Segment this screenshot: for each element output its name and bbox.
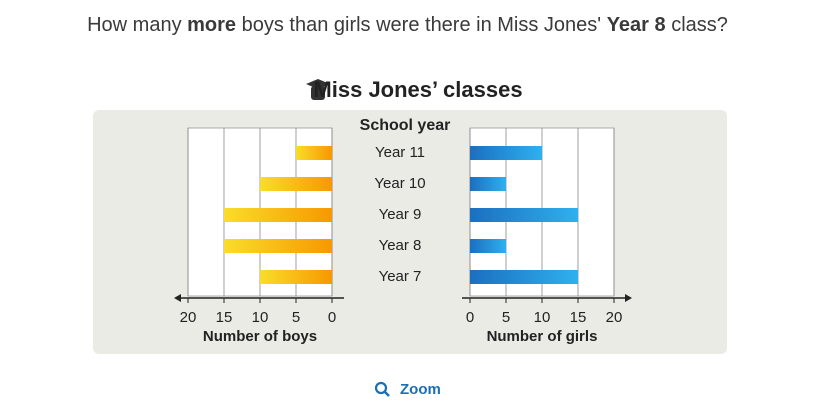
x-axis-label: Number of boys [203, 328, 317, 345]
question-text: How many [87, 14, 188, 36]
x-tick-label: 0 [466, 309, 474, 326]
bar [260, 270, 332, 284]
axis-arrow [174, 294, 181, 302]
question: How many more boys than girls were there… [0, 14, 815, 37]
bar [470, 239, 506, 253]
x-tick-label: 20 [180, 309, 197, 326]
category-label: Year 7 [379, 268, 422, 285]
bar [470, 146, 542, 160]
category-label: Year 8 [379, 237, 422, 254]
category-label: Year 10 [374, 175, 425, 192]
question-text: boys than girls were there in Miss Jones… [236, 14, 607, 36]
y-axis-label: School year [360, 117, 451, 134]
question-emphasis: more [187, 14, 237, 36]
axis-arrow [625, 294, 632, 302]
chart-title: Miss Jones’ classes [313, 77, 522, 102]
bar [470, 208, 578, 222]
x-tick-label: 0 [328, 309, 336, 326]
category-label: Year 11 [375, 144, 425, 161]
bar [224, 208, 332, 222]
bar [470, 177, 506, 191]
zoom-button[interactable]: Zoom [374, 381, 441, 398]
title-icon [306, 79, 330, 100]
bar [224, 239, 332, 253]
question-text: class? [665, 14, 728, 36]
x-tick-label: 15 [216, 309, 233, 326]
x-tick-label: 15 [570, 309, 587, 326]
bar [296, 146, 332, 160]
x-axis-label: Number of girls [487, 328, 598, 345]
x-tick-label: 20 [606, 309, 623, 326]
question-emphasis: Year 8 [606, 14, 666, 36]
bar [470, 270, 578, 284]
x-tick-label: 10 [534, 309, 551, 326]
bar [260, 177, 332, 191]
category-label: Year 9 [379, 206, 422, 223]
x-tick-label: 5 [502, 309, 510, 326]
zoom-label[interactable]: Zoom [400, 381, 441, 398]
x-tick-label: 10 [252, 309, 269, 326]
x-tick-label: 5 [292, 309, 300, 326]
